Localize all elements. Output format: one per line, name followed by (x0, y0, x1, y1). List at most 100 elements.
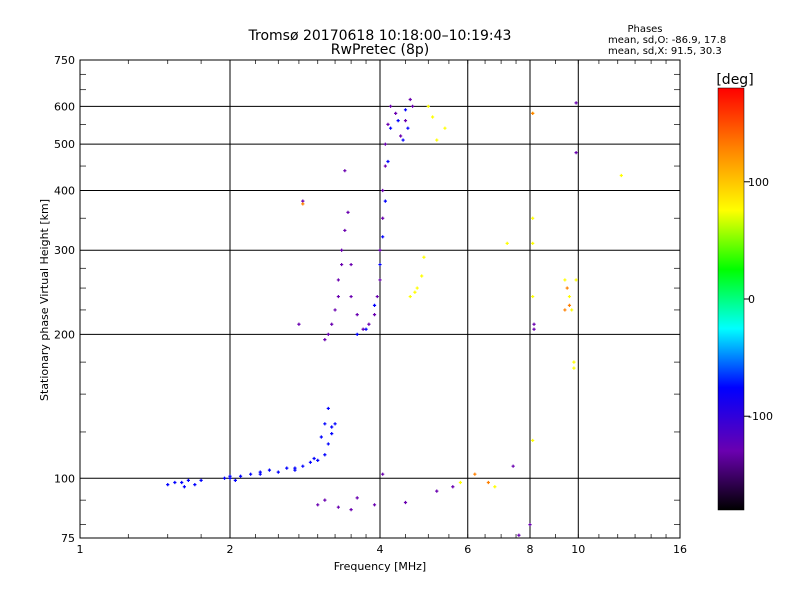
data-point (323, 422, 327, 426)
data-point (346, 210, 350, 214)
data-point (267, 468, 272, 472)
data-point (316, 503, 320, 507)
data-point (336, 278, 340, 282)
data-point (574, 101, 578, 105)
data-point (372, 503, 377, 507)
data-point (435, 489, 439, 493)
data-point (574, 151, 578, 155)
data-point (301, 199, 305, 203)
data-point (330, 432, 334, 436)
data-point (326, 406, 330, 411)
chart-title: Tromsø 20170618 10:18:00–10:19:43 (248, 28, 512, 44)
data-point (420, 274, 424, 278)
data-point (381, 188, 385, 193)
data-point (355, 496, 359, 500)
data-point (565, 286, 569, 290)
y-tick-label: 500 (54, 138, 75, 151)
colorbar (717, 87, 745, 511)
x-tick-label: 4 (377, 543, 384, 556)
data-point (408, 97, 412, 102)
data-point (349, 294, 353, 299)
colorbar-ticks: 100 0 -100 (744, 176, 773, 423)
data-point (415, 286, 419, 290)
data-point (228, 474, 232, 478)
colorbar-tick-label: 100 (748, 176, 769, 189)
data-point (386, 159, 390, 164)
x-tick-label: 16 (673, 543, 687, 556)
data-point (381, 472, 385, 476)
y-tick-label: 200 (54, 328, 75, 341)
data-point (486, 480, 490, 485)
data-point (355, 313, 359, 317)
x-tick-label: 1 (77, 543, 84, 556)
data-point (383, 142, 387, 146)
data-point (349, 262, 353, 267)
x-tick-label: 6 (464, 543, 471, 556)
data-point (301, 464, 305, 468)
data-point (340, 248, 344, 252)
data-point (531, 216, 535, 220)
data-point (323, 498, 327, 502)
data-point (340, 262, 344, 267)
data-point (570, 308, 574, 312)
data-point (297, 322, 301, 326)
y-tick-label: 400 (54, 184, 75, 197)
data-point (443, 126, 447, 130)
data-point (336, 294, 340, 299)
x-tick-label: 2 (227, 543, 234, 556)
data-point (186, 478, 190, 482)
data-point (517, 533, 521, 537)
colorbar-tick-label: -100 (748, 410, 773, 423)
data-point (426, 104, 430, 108)
data-point (326, 442, 330, 446)
data-point (173, 480, 177, 485)
data-point (408, 294, 412, 299)
data-point (563, 278, 567, 282)
y-tick-label: 300 (54, 244, 75, 257)
data-point (383, 199, 387, 203)
grid-lines (80, 60, 680, 538)
data-point (372, 313, 377, 317)
data-point (323, 338, 327, 342)
data-point (531, 294, 535, 299)
data-point (511, 464, 515, 468)
data-point (364, 327, 368, 331)
data-point (473, 472, 477, 476)
plot-frame (79, 59, 681, 539)
data-point (406, 126, 410, 130)
data-point (319, 435, 323, 439)
data-point (361, 327, 365, 331)
data-point (312, 456, 316, 461)
data-point (399, 134, 403, 138)
data-point (394, 111, 398, 115)
data-points (166, 97, 623, 537)
data-point (378, 278, 382, 282)
y-tick-label: 750 (54, 54, 75, 67)
data-point (388, 104, 393, 108)
data-point (199, 478, 203, 482)
data-point (563, 308, 567, 312)
data-point (430, 115, 435, 119)
data-point (336, 505, 340, 509)
data-point (372, 303, 377, 307)
data-point (572, 360, 576, 364)
data-point (301, 202, 305, 206)
data-point (383, 164, 387, 168)
data-point (403, 500, 408, 505)
data-point (375, 294, 379, 299)
data-point (333, 422, 337, 426)
data-point (403, 119, 408, 123)
data-point (276, 470, 280, 474)
y-tick-label: 600 (54, 100, 75, 113)
data-point (493, 485, 497, 489)
y-tick-label: 100 (54, 472, 75, 485)
data-point (378, 248, 382, 252)
data-point (619, 173, 623, 178)
colorbar-tick-label: 0 (748, 293, 755, 306)
data-point (316, 458, 320, 462)
stats-o-line: mean, sd,O: -86.9, 17.8 (608, 35, 726, 46)
data-point (532, 322, 536, 326)
data-point (180, 480, 184, 485)
x-tick-label: 10 (571, 543, 585, 556)
data-point (451, 485, 455, 489)
